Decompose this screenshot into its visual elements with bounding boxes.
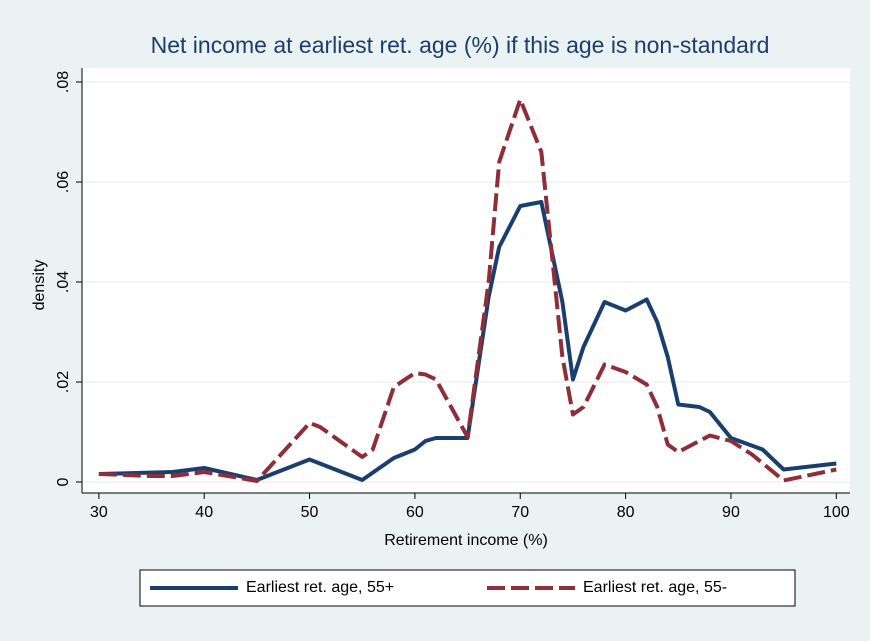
y-tick-label: 0 [55, 477, 72, 486]
x-tick-label: 100 [823, 504, 850, 521]
chart-title: Net income at earliest ret. age (%) if t… [151, 32, 770, 58]
x-tick-label: 40 [195, 504, 213, 521]
y-tick-label: .04 [55, 271, 72, 293]
y-tick-label: .06 [55, 171, 72, 193]
x-tick-label: 60 [406, 504, 424, 521]
x-tick-label: 90 [722, 504, 740, 521]
x-tick-label: 50 [301, 504, 319, 521]
legend-label: Earliest ret. age, 55- [583, 579, 727, 596]
data-line [98, 97, 837, 483]
x-tick-label: 30 [90, 504, 108, 521]
legend-label: Earliest ret. age, 55+ [246, 579, 394, 596]
y-tick-label: .02 [55, 371, 72, 393]
x-axis-label: Retirement income (%) [384, 532, 548, 549]
x-tick-label: 80 [617, 504, 635, 521]
legend [139, 569, 796, 607]
y-axis-label: density [31, 260, 48, 311]
plot-area [82, 68, 850, 493]
y-tick-label: .08 [55, 71, 72, 93]
x-tick-label: 70 [511, 504, 529, 521]
